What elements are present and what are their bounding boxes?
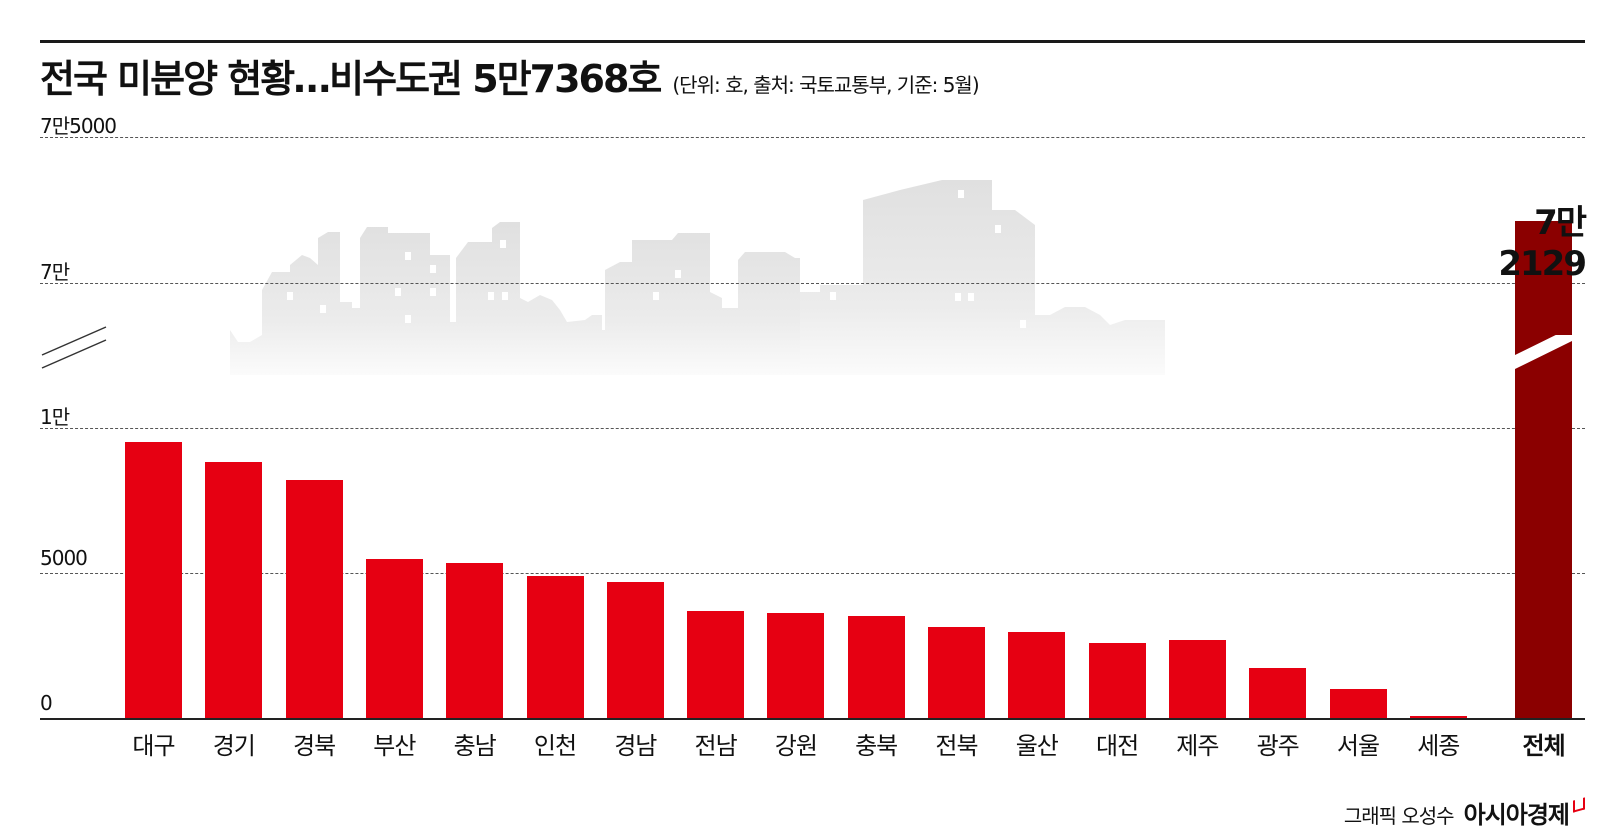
bar-부산 [365,559,423,718]
gridline-10000 [40,428,1585,429]
x-tick-label: 인천 [533,732,577,760]
axis-break-icon [41,326,107,369]
top-rule [40,40,1585,43]
x-tick-label: 전체 [1522,732,1566,760]
chart-subtitle: (단위: 호, 출처: 국토교통부, 기준: 5월) [672,73,979,97]
bar-전북 [928,626,985,718]
x-tick-label: 경기 [212,732,256,760]
bar-제주 [1168,639,1226,718]
bar-경기 [205,461,263,718]
bar-충남 [446,563,504,718]
x-tick-label: 전북 [935,732,978,760]
city-skyline-illustration [230,180,1165,375]
x-tick-label: 부산 [373,732,416,760]
bar-충북 [847,615,905,718]
brand-mark-icon [1573,797,1585,813]
y-tick-label: 0 [40,691,53,715]
x-tick-label: 세종 [1417,732,1460,760]
bar-세종 [1409,715,1467,718]
x-tick-label: 강원 [774,732,818,760]
y-tick-label: 7만5000 [40,114,117,138]
bar-대구 [125,441,182,718]
bar-광주 [1249,668,1307,718]
y-tick-label: 1만 [40,405,70,429]
x-tick-label: 제주 [1176,732,1219,760]
gridline-5000 [40,573,1585,574]
bar-전남 [687,610,745,718]
x-tick-label: 경남 [614,732,657,760]
x-tick-label: 전남 [694,732,738,760]
bar-강원 [767,612,825,718]
bar-break-icon [1515,334,1573,369]
x-tick-label: 서울 [1336,732,1380,760]
chart-title: 전국 미분양 현황…비수도권 5만7368호 [40,57,662,101]
x-tick-label: 충북 [855,732,898,760]
bar-서울 [1329,689,1387,718]
gridline-70000 [40,283,1585,284]
bar-경남 [606,581,664,718]
x-tick-label: 대구 [132,732,175,760]
bar-인천 [526,575,584,718]
x-tick-label: 울산 [1015,732,1059,760]
y-tick-label: 7만 [40,260,70,284]
x-axis-baseline [40,718,1585,720]
bar-울산 [1008,631,1066,718]
bar-전체 [1515,220,1573,718]
credit: 그래픽 오성수 아시아경제 [1344,795,1585,830]
x-tick-label: 경북 [293,732,336,760]
graphic-author: 그래픽 오성수 [1343,804,1455,828]
y-tick-label: 5000 [40,546,88,570]
bar-경북 [285,479,343,718]
x-tick-label: 광주 [1256,732,1300,760]
x-tick-label: 충남 [453,732,497,760]
gridline-75000 [40,137,1585,138]
brand-logo: 아시아경제 [1463,801,1570,829]
x-tick-label: 대전 [1096,732,1139,760]
total-value-label: 7만2129 [1498,203,1587,284]
header: 전국 미분양 현황…비수도권 5만7368호 (단위: 호, 출처: 국토교통부… [40,48,980,103]
bar-대전 [1088,643,1146,718]
